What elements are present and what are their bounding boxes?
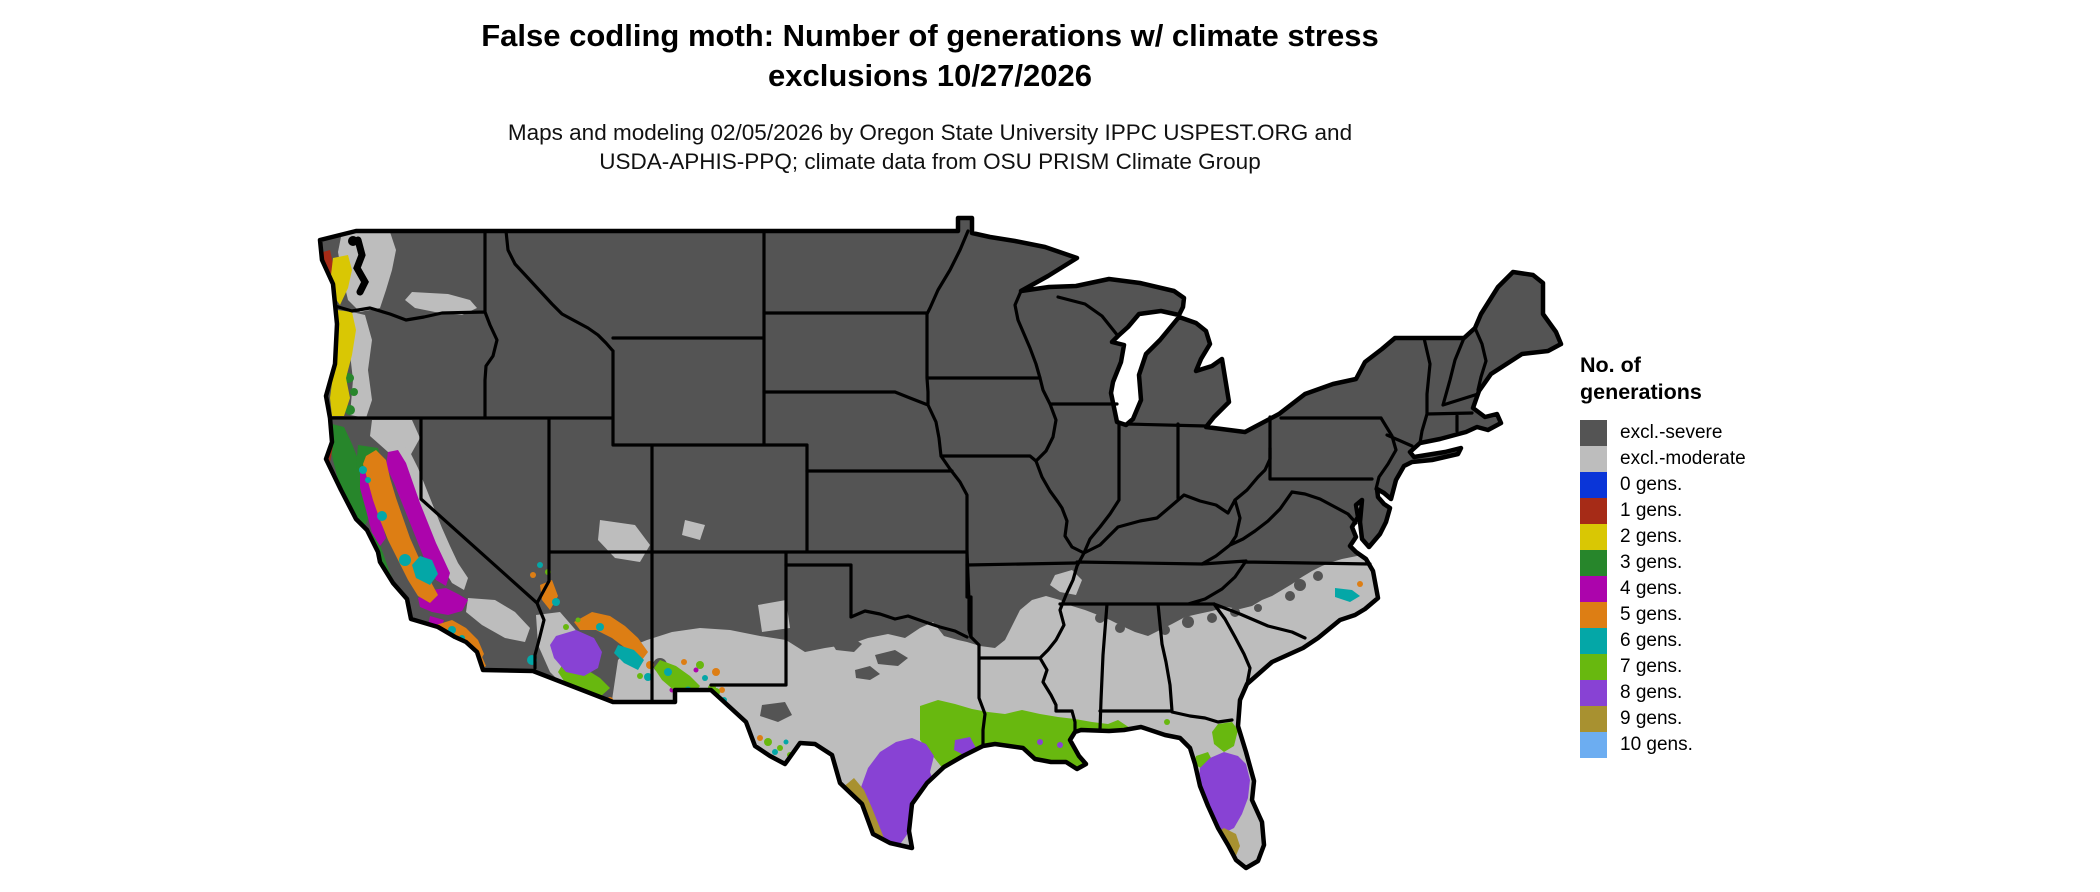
legend-swatch-2-gens (1580, 524, 1607, 550)
legend-swatch-9-gens (1580, 706, 1607, 732)
legend-label: 8 gens. (1620, 682, 1683, 703)
figure-subtitle: Maps and modeling 02/05/2026 by Oregon S… (280, 118, 1580, 176)
legend-item-1-gens: 1 gens. (1580, 498, 1830, 524)
map-base-excl-severe (320, 218, 1561, 868)
legend-label: 10 gens. (1620, 734, 1693, 755)
legend-label: 2 gens. (1620, 526, 1683, 547)
legend-label: 5 gens. (1620, 604, 1683, 625)
legend-item-excl-severe: excl.-severe (1580, 420, 1830, 446)
figure-title-line2: exclusions 10/27/2026 (767, 58, 1092, 93)
legend-label: 9 gens. (1620, 708, 1683, 729)
state-borders-midwest (1013, 289, 1272, 555)
legend-item-2-gens: 2 gens. (1580, 524, 1830, 550)
legend-label: 6 gens. (1620, 630, 1683, 651)
legend-item-7-gens: 7 gens. (1580, 654, 1830, 680)
legend-title-line2: generations (1580, 380, 1702, 404)
legend-title-line1: No. of (1580, 353, 1641, 377)
legend-swatch-excl-severe (1580, 420, 1607, 446)
legend-label: 1 gens. (1620, 500, 1683, 521)
state-borders-plains (762, 229, 1042, 639)
legend-swatch-4-gens (1580, 576, 1607, 602)
legend-item-3-gens: 3 gens. (1580, 550, 1830, 576)
legend-rows: excl.-severe excl.-moderate 0 gens. 1 ge… (1580, 420, 1830, 758)
legend-swatch-7-gens (1580, 654, 1607, 680)
map-layer-gens6 (359, 466, 1360, 868)
legend-item-6-gens: 6 gens. (1580, 628, 1830, 654)
legend-item-5-gens: 5 gens. (1580, 602, 1830, 628)
legend-item-8-gens: 8 gens. (1580, 680, 1830, 706)
figure-title: False codling moth: Number of generation… (280, 16, 1580, 96)
state-borders (328, 229, 1488, 748)
legend-item-0-gens: 0 gens. (1580, 472, 1830, 498)
legend-label: 4 gens. (1620, 578, 1683, 599)
legend-swatch-3-gens (1580, 550, 1607, 576)
state-borders-west (328, 229, 969, 704)
legend-label: 3 gens. (1620, 552, 1683, 573)
figure-title-line1: False codling moth: Number of generation… (481, 18, 1379, 53)
legend-item-excl-moderate: excl.-moderate (1580, 446, 1830, 472)
legend-swatch-5-gens (1580, 602, 1607, 628)
legend-item-4-gens: 4 gens. (1580, 576, 1830, 602)
state-borders-south (965, 551, 1372, 748)
figure-subtitle-line2: USDA-APHIS-PPQ; climate data from OSU PR… (599, 149, 1261, 174)
legend-item-10-gens: 10 gens. (1580, 732, 1830, 758)
puget-sound-water (348, 236, 369, 296)
legend-label: excl.-moderate (1620, 448, 1746, 469)
legend-swatch-8-gens (1580, 680, 1607, 706)
legend-label: excl.-severe (1620, 422, 1723, 443)
legend-swatch-0-gens (1580, 472, 1607, 498)
legend-swatch-6-gens (1580, 628, 1607, 654)
legend-swatch-10-gens (1580, 732, 1607, 758)
legend-label: 7 gens. (1620, 656, 1683, 677)
legend-title: No. of generations (1580, 352, 1830, 406)
map-layer-gens10 (1231, 867, 1237, 868)
legend-swatch-excl-moderate (1580, 446, 1607, 472)
figure-subtitle-line1: Maps and modeling 02/05/2026 by Oregon S… (507, 120, 1353, 145)
us-outline (317, 215, 1564, 871)
state-borders-east (1200, 326, 1488, 566)
legend-swatch-1-gens (1580, 498, 1607, 524)
legend: No. of generations excl.-severe excl.-mo… (1580, 352, 1830, 758)
legend-item-9-gens: 9 gens. (1580, 706, 1830, 732)
legend-label: 0 gens. (1620, 474, 1683, 495)
